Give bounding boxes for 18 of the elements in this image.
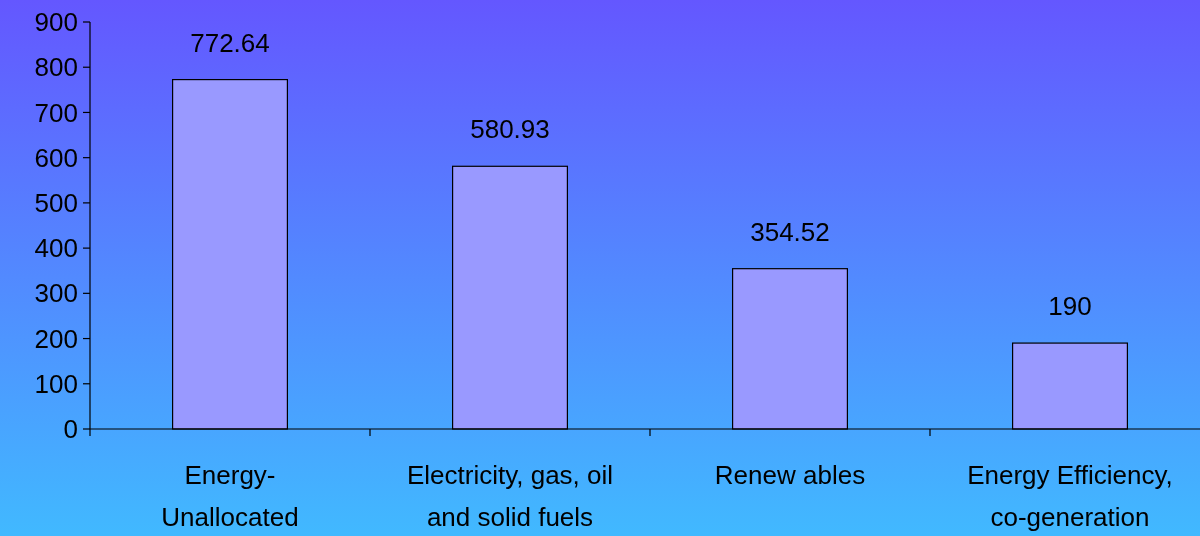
data-label: 772.64: [190, 27, 270, 58]
x-tick-label: Electricity, gas, oil and solid fuels: [406, 460, 614, 532]
y-tick-label: 0: [63, 414, 78, 445]
y-tick-label: 800: [34, 52, 78, 83]
x-tick-label: Energy- Unallocated: [161, 460, 299, 532]
y-tick-label: 100: [34, 368, 78, 399]
x-tick-label: Energy Efficiency, co-generation: [967, 460, 1173, 532]
y-tick-label: 300: [34, 278, 78, 309]
data-label: 354.52: [750, 216, 830, 247]
y-tick-label: 600: [34, 142, 78, 173]
data-label: 190: [1048, 291, 1092, 322]
x-tick-label: Renew ables: [714, 460, 866, 490]
y-tick-label: 900: [34, 7, 78, 38]
y-tick-label: 700: [34, 97, 78, 128]
y-tick-label: 200: [34, 323, 78, 354]
y-tick-label: 400: [34, 233, 78, 264]
data-label: 580.93: [470, 114, 550, 145]
y-tick-label: 500: [34, 187, 78, 218]
